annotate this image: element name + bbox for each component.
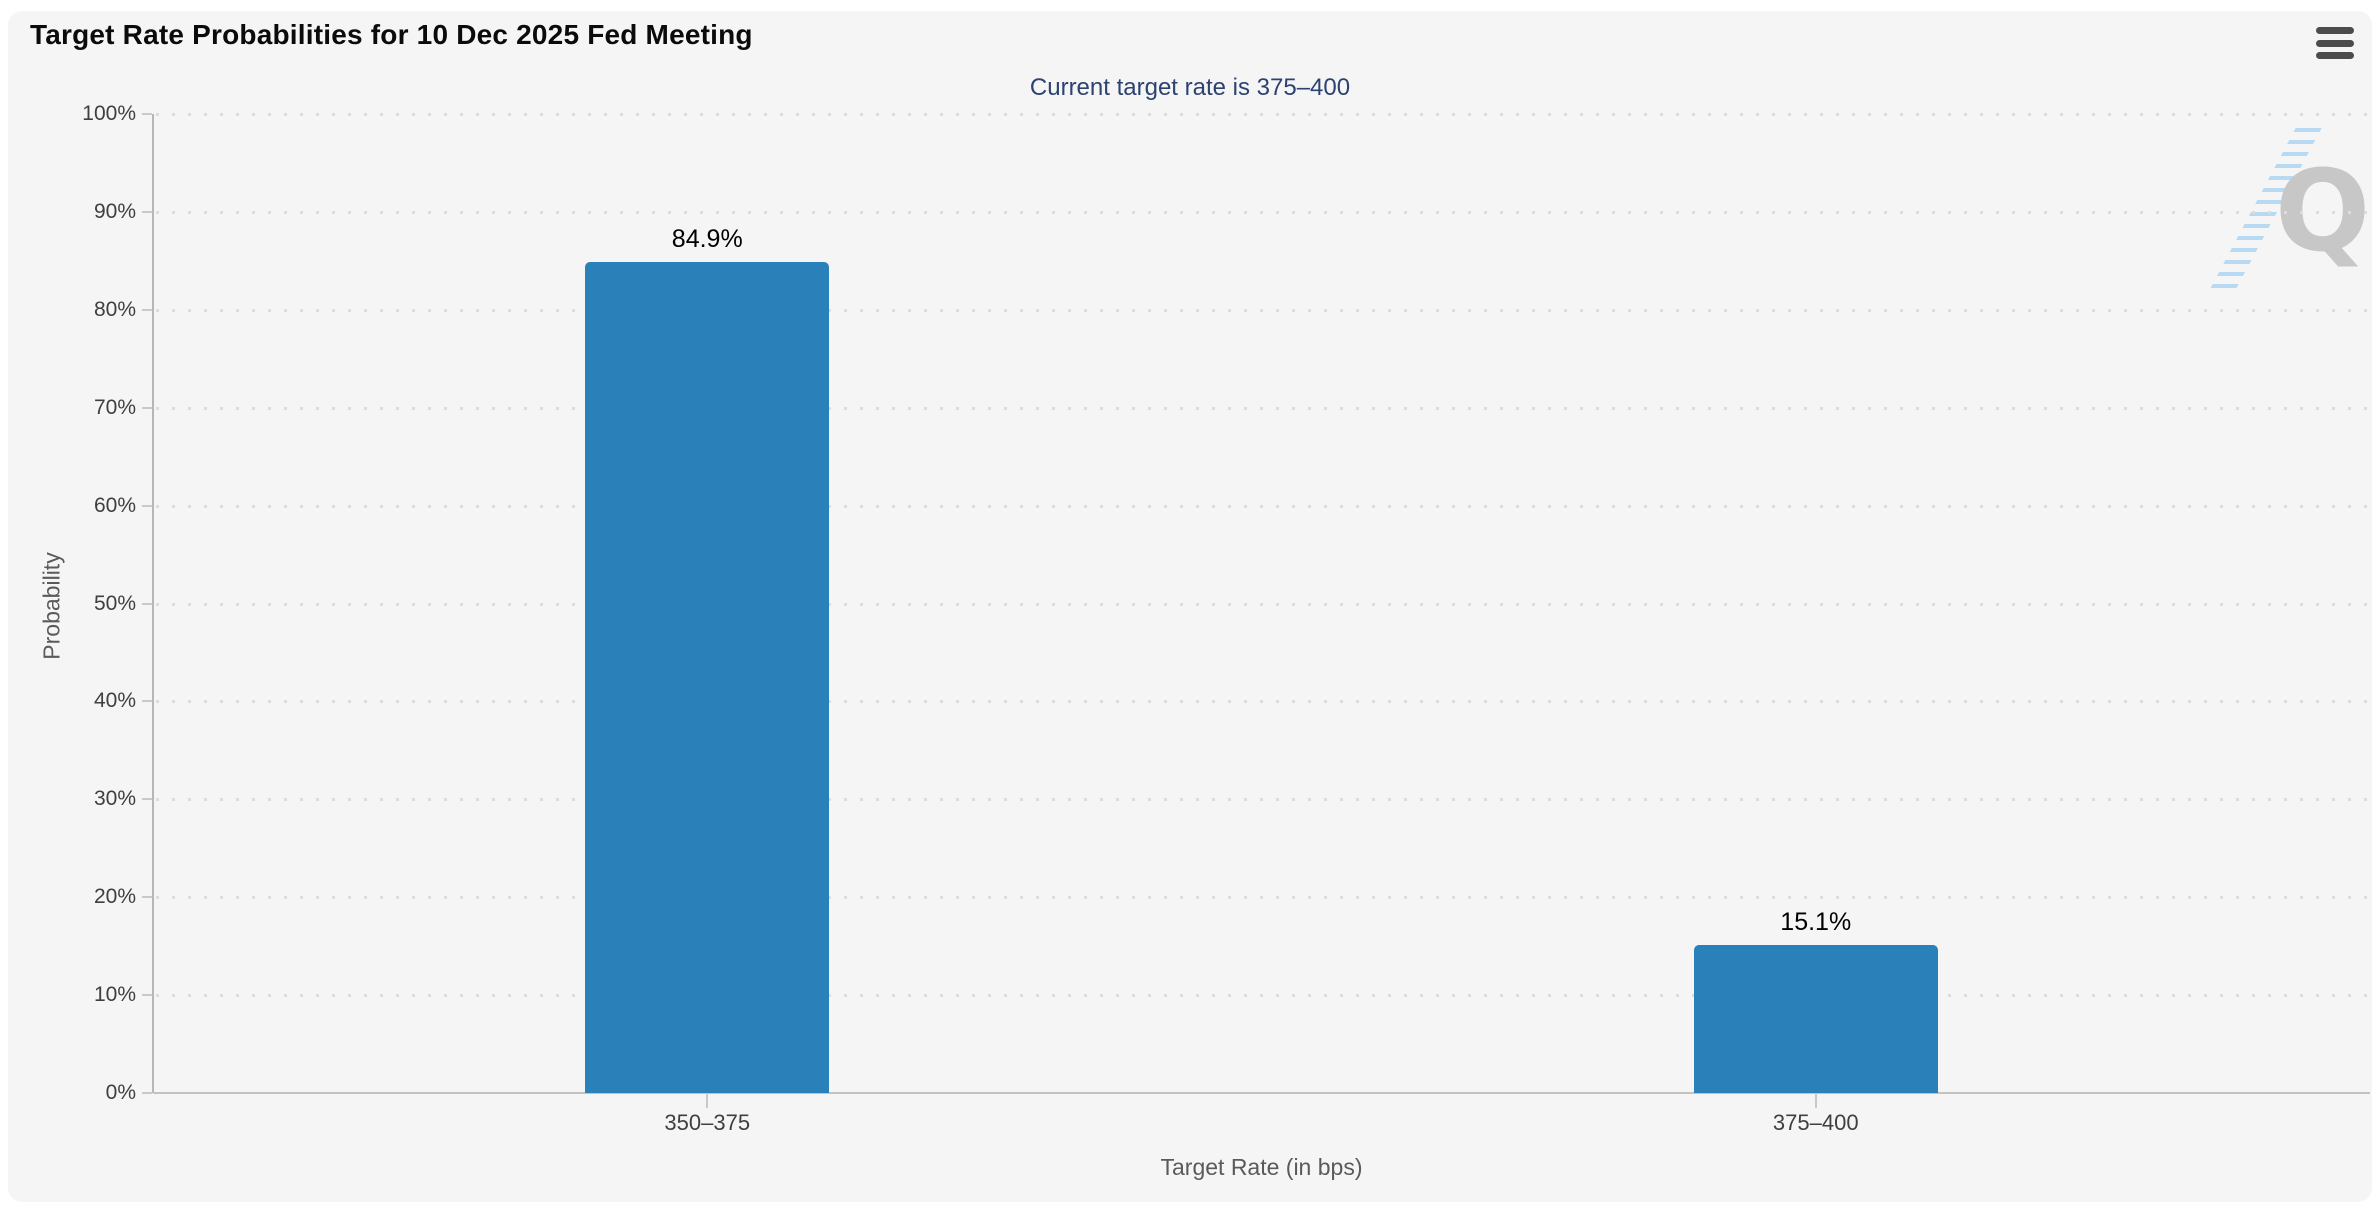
gridline xyxy=(156,113,2370,116)
y-tick-mark xyxy=(142,210,152,213)
y-axis-title: Probability xyxy=(38,552,65,660)
y-tick-label: 30% xyxy=(93,787,136,811)
y-tick-label: 70% xyxy=(93,395,136,419)
bar-value-label: 84.9% xyxy=(671,224,743,253)
y-tick-mark xyxy=(142,308,152,311)
gridline xyxy=(156,308,2370,312)
chart-card: Target Rate Probabilities for 10 Dec 202… xyxy=(8,11,2372,1202)
x-tick-label: 350–375 xyxy=(664,1110,751,1135)
x-tick-mark xyxy=(706,1093,709,1108)
y-tick-label: 80% xyxy=(93,297,136,321)
y-tick-label: 40% xyxy=(93,689,136,713)
y-tick-label: 50% xyxy=(93,591,136,615)
x-tick-label: 375–400 xyxy=(1772,1110,1859,1135)
gridline xyxy=(156,896,2370,900)
y-tick-label: 0% xyxy=(105,1081,136,1104)
y-tick-mark xyxy=(142,994,152,997)
y-tick-mark xyxy=(142,504,152,507)
y-tick-label: 20% xyxy=(93,885,136,909)
y-tick-label: 90% xyxy=(93,199,136,223)
probability-bar-350–375[interactable] xyxy=(585,261,830,1093)
y-axis-line xyxy=(152,114,154,1093)
gridline xyxy=(156,798,2370,802)
gridline xyxy=(156,210,2370,214)
gridline xyxy=(156,504,2370,508)
gridline xyxy=(156,406,2370,410)
y-tick-mark xyxy=(142,113,152,115)
chart-context-menu-button[interactable] xyxy=(2316,27,2354,59)
y-tick-label: 100% xyxy=(82,102,136,125)
x-axis-line xyxy=(153,1092,2370,1094)
chart-title: Target Rate Probabilities for 10 Dec 202… xyxy=(30,19,753,50)
gridline xyxy=(156,602,2370,606)
hamburger-icon xyxy=(2316,52,2354,59)
probability-bar-375–400[interactable] xyxy=(1693,945,1938,1093)
y-tick-mark xyxy=(142,602,152,605)
x-axis-title: Target Rate (in bps) xyxy=(1160,1154,1363,1180)
hamburger-icon xyxy=(2316,27,2354,34)
y-tick-label: 10% xyxy=(93,983,136,1007)
y-tick-mark xyxy=(142,406,152,409)
y-tick-mark xyxy=(142,896,152,899)
gridline xyxy=(156,700,2370,704)
chart-subtitle: Current target rate is 375–400 xyxy=(1029,74,1351,101)
bar-value-label: 15.1% xyxy=(1780,908,1852,937)
gridline xyxy=(156,994,2370,998)
y-tick-mark xyxy=(142,700,152,703)
y-tick-label: 60% xyxy=(93,493,136,517)
plot-area: 0% 10% 20% 30% 40% 50% 60% 70% 80% 90% 100% 84.9% 35… xyxy=(82,102,2370,1135)
x-tick-mark xyxy=(1814,1093,1817,1108)
y-tick-mark xyxy=(142,1092,152,1094)
hamburger-icon xyxy=(2316,39,2354,47)
y-tick-mark xyxy=(142,798,152,801)
